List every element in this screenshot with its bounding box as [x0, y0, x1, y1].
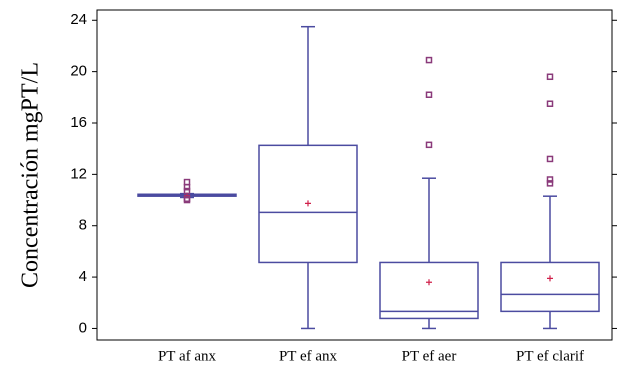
outlier [546, 180, 554, 187]
outlier [425, 56, 433, 64]
mean-marker [305, 200, 311, 207]
outlier [546, 176, 554, 183]
y-tick-label: 16 [70, 114, 87, 131]
y-axis-label: Concentración mgPT/L [18, 62, 44, 288]
outlier [425, 141, 433, 149]
plot-frame [96, 9, 613, 341]
outlier [425, 91, 433, 98]
y-tick-label: 0 [79, 319, 87, 336]
x-tick-label: PT ef anx [279, 348, 338, 364]
y-tick-label: 24 [70, 11, 87, 28]
y-tick-label: 12 [70, 165, 87, 182]
box [258, 144, 358, 264]
box [500, 261, 600, 313]
outlier [183, 195, 191, 203]
x-tick-label: PT ef aer [402, 348, 457, 364]
x-tick-label: PT af anx [158, 348, 217, 364]
mean-marker [547, 275, 553, 282]
box [379, 261, 479, 320]
y-tick-label: 20 [70, 63, 87, 80]
outlier [546, 155, 554, 163]
outlier [183, 187, 191, 195]
outlier [183, 178, 191, 186]
outlier [183, 183, 191, 191]
outlier [546, 100, 554, 107]
y-tick-label: 8 [79, 217, 87, 234]
mean-marker [426, 279, 432, 286]
outlier [546, 73, 554, 81]
x-tick-label: PT ef clarif [516, 348, 584, 364]
y-tick-label: 4 [79, 268, 87, 285]
